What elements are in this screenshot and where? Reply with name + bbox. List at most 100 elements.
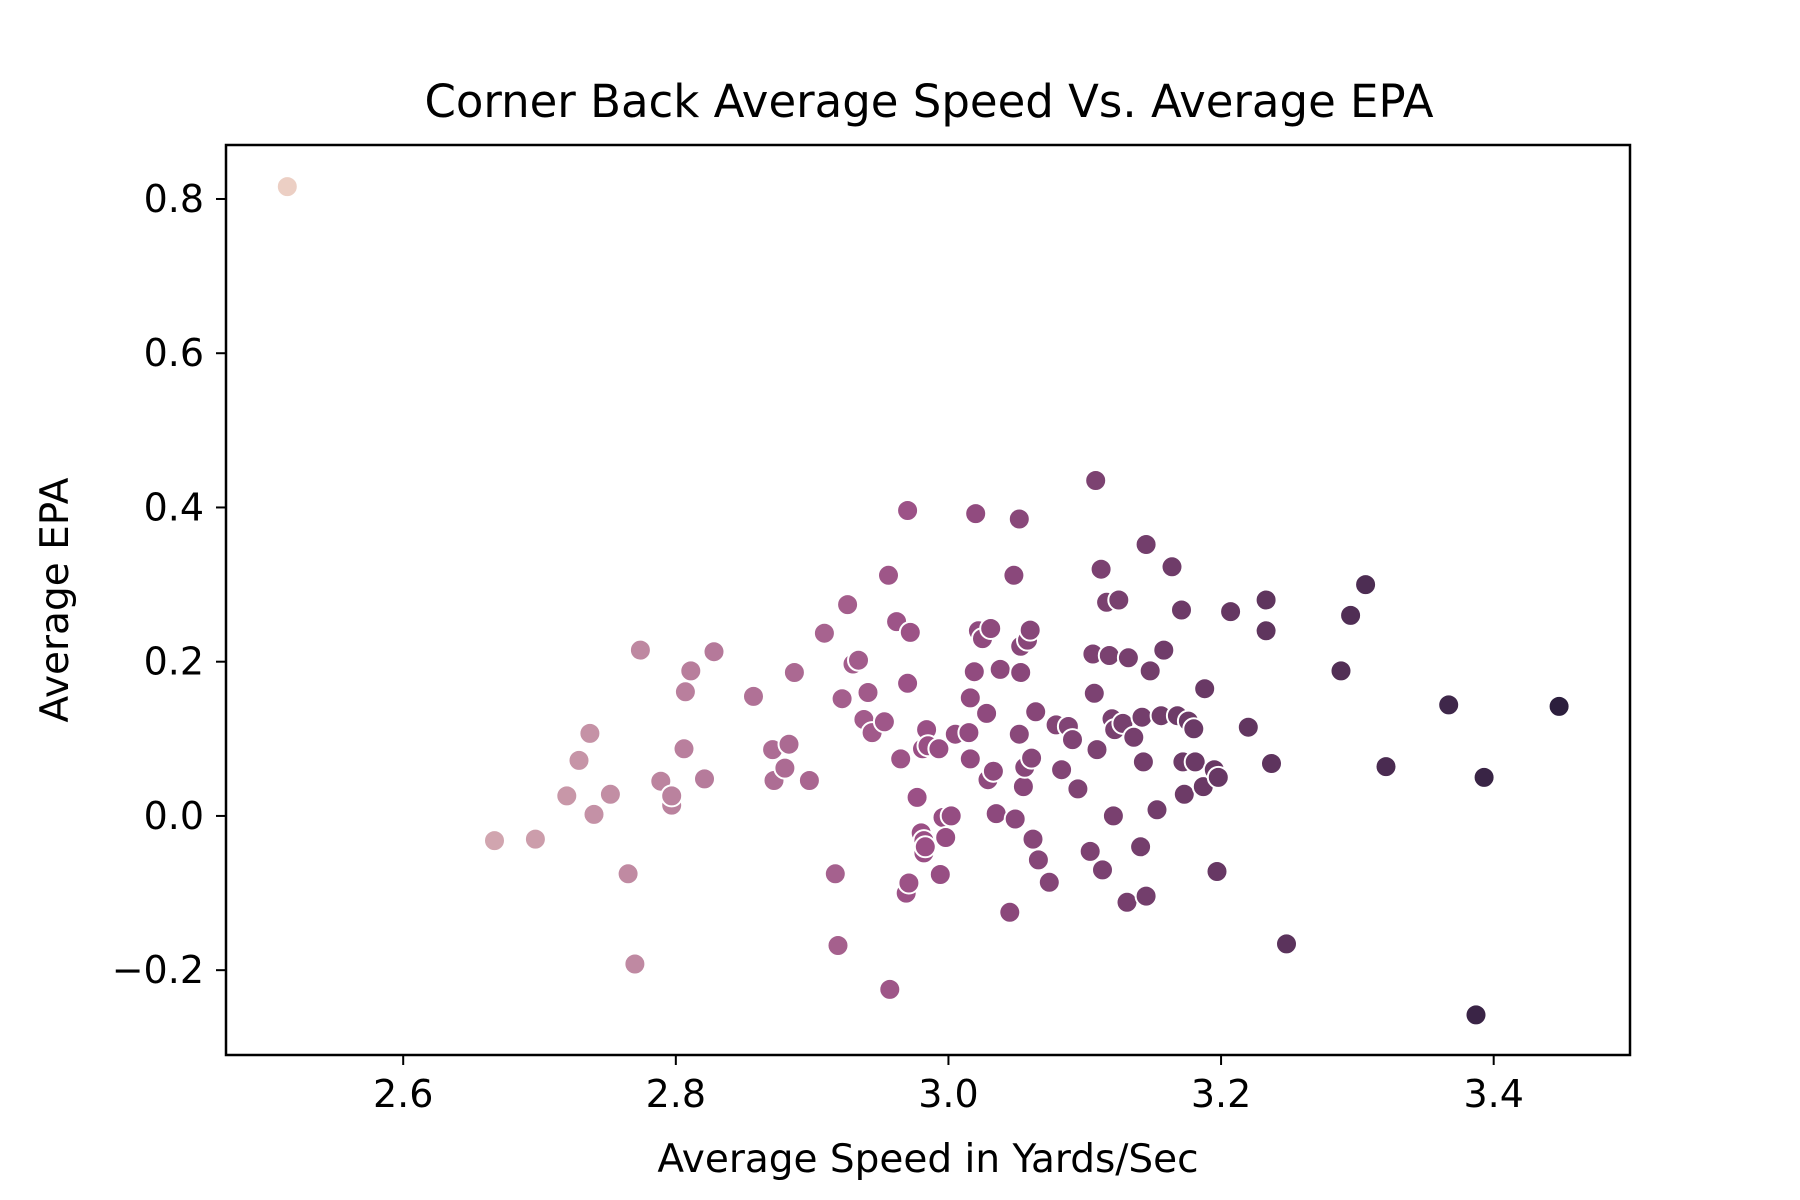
data-point bbox=[1205, 860, 1229, 883]
data-point bbox=[1002, 563, 1026, 587]
data-points bbox=[275, 175, 1571, 1027]
chart-title: Corner Back Average Speed Vs. Average EP… bbox=[424, 75, 1433, 128]
data-point bbox=[1050, 758, 1074, 782]
x-tick-label: 3.4 bbox=[1463, 1072, 1523, 1116]
data-point bbox=[1020, 746, 1044, 770]
data-point bbox=[979, 617, 1003, 640]
data-point bbox=[1183, 750, 1207, 774]
data-point bbox=[1193, 677, 1217, 701]
data-point bbox=[1160, 555, 1184, 579]
data-point bbox=[1084, 469, 1108, 492]
y-tick-label: 0.2 bbox=[144, 640, 204, 684]
data-point bbox=[1182, 717, 1206, 741]
data-point bbox=[812, 621, 836, 645]
data-point bbox=[897, 871, 921, 895]
data-point bbox=[1091, 858, 1114, 882]
data-point bbox=[1131, 750, 1155, 774]
y-tick-label: −0.2 bbox=[112, 948, 204, 992]
data-point bbox=[523, 827, 547, 851]
data-point bbox=[623, 952, 647, 976]
data-point bbox=[1116, 646, 1140, 670]
data-point bbox=[984, 802, 1008, 826]
data-point bbox=[702, 640, 726, 664]
data-point bbox=[958, 747, 982, 771]
y-tick-label: 0.6 bbox=[144, 331, 204, 375]
data-point bbox=[1026, 848, 1050, 872]
data-point bbox=[1085, 738, 1109, 762]
data-point bbox=[1260, 752, 1283, 775]
data-point bbox=[988, 657, 1012, 681]
data-point bbox=[1078, 839, 1102, 863]
data-point bbox=[1152, 638, 1176, 662]
data-point bbox=[1066, 777, 1090, 801]
data-point bbox=[913, 835, 937, 859]
y-tick-label: 0.8 bbox=[144, 177, 204, 221]
data-point bbox=[1130, 705, 1154, 729]
data-point bbox=[1097, 644, 1121, 667]
data-point bbox=[823, 862, 847, 886]
data-point bbox=[998, 900, 1022, 924]
data-point bbox=[616, 862, 640, 886]
data-point bbox=[1018, 618, 1042, 642]
data-point bbox=[957, 721, 981, 745]
data-point bbox=[939, 804, 963, 828]
data-point bbox=[1115, 890, 1139, 914]
data-point bbox=[1061, 728, 1084, 752]
data-point bbox=[1134, 884, 1158, 908]
data-point bbox=[928, 863, 952, 886]
data-point bbox=[673, 680, 697, 704]
data-point bbox=[847, 648, 870, 672]
y-tick-label: 0.4 bbox=[144, 485, 204, 529]
data-point bbox=[1007, 507, 1031, 531]
x-tick-label: 3.0 bbox=[918, 1072, 978, 1116]
x-axis: 2.6 2.8 3.0 3.2 3.4 bbox=[373, 1055, 1524, 1116]
data-point bbox=[1472, 765, 1496, 789]
data-point bbox=[981, 759, 1005, 783]
data-point bbox=[742, 684, 765, 708]
data-point bbox=[1172, 782, 1196, 806]
data-point bbox=[555, 784, 579, 808]
data-point bbox=[1021, 827, 1045, 851]
data-point bbox=[958, 686, 982, 710]
data-point bbox=[679, 659, 703, 683]
data-point bbox=[889, 747, 913, 771]
data-point bbox=[582, 802, 606, 826]
data-point bbox=[856, 681, 880, 704]
data-point bbox=[1037, 870, 1061, 894]
data-point bbox=[1134, 533, 1158, 556]
data-point bbox=[598, 782, 622, 806]
data-point bbox=[1254, 588, 1278, 612]
y-axis-label: Average EPA bbox=[33, 477, 78, 722]
data-point bbox=[483, 829, 506, 853]
data-point bbox=[1170, 598, 1193, 622]
data-point bbox=[1089, 557, 1113, 581]
data-point bbox=[964, 502, 988, 526]
data-point bbox=[660, 784, 684, 808]
x-axis-label: Average Speed in Yards/Sec bbox=[657, 1137, 1198, 1182]
data-point bbox=[1082, 681, 1106, 705]
data-point bbox=[1254, 619, 1278, 643]
x-tick-label: 2.6 bbox=[373, 1072, 433, 1116]
data-point bbox=[567, 748, 591, 772]
data-point bbox=[1275, 932, 1298, 956]
data-point bbox=[1547, 694, 1571, 718]
data-point bbox=[1339, 603, 1363, 627]
data-point bbox=[1007, 722, 1031, 746]
data-point bbox=[1206, 765, 1230, 789]
data-point bbox=[898, 620, 922, 644]
data-point bbox=[773, 756, 797, 780]
data-point bbox=[877, 563, 900, 587]
y-axis: −0.2 0.0 0.2 0.4 0.6 0.8 bbox=[112, 177, 226, 992]
data-point bbox=[1138, 659, 1162, 683]
data-point bbox=[975, 701, 999, 725]
data-point bbox=[1009, 661, 1033, 684]
data-point bbox=[1374, 755, 1398, 779]
data-point bbox=[872, 710, 896, 734]
data-point bbox=[927, 737, 951, 761]
data-point bbox=[777, 732, 801, 756]
data-point bbox=[878, 977, 902, 1001]
data-point bbox=[1129, 835, 1153, 859]
x-tick-label: 2.8 bbox=[646, 1072, 706, 1116]
data-point bbox=[836, 593, 860, 617]
data-point bbox=[1354, 573, 1378, 597]
